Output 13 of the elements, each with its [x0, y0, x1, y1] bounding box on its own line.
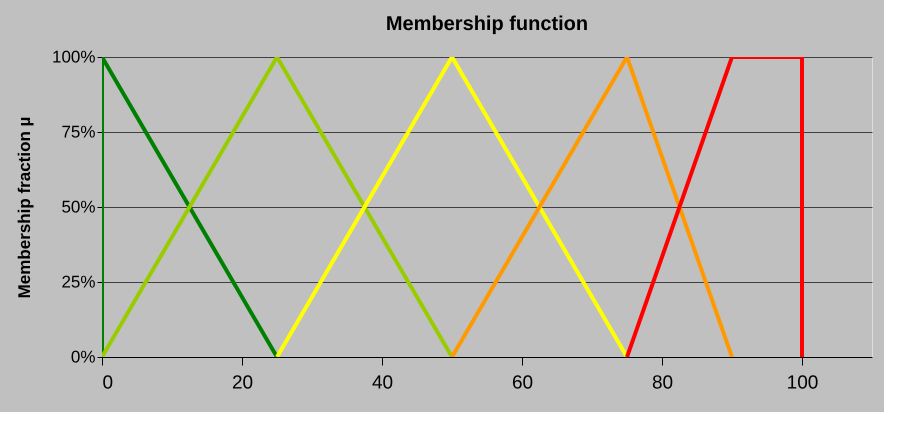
x-tick-label: 80 — [652, 372, 674, 394]
y-tick-label: 75% — [61, 122, 96, 142]
y-tick-label: 50% — [61, 198, 96, 216]
y-axis-title: Membership fraction µ — [15, 116, 34, 298]
x-tick-label: 100 — [786, 372, 818, 394]
y-tick-label: 0% — [70, 348, 96, 366]
y-tick-label: 100% — [52, 48, 96, 66]
y-tick-label: 25% — [61, 272, 96, 292]
chart-title: Membership function — [386, 13, 588, 35]
x-tick-label: 40 — [372, 372, 394, 394]
x-tick-label: 20 — [232, 372, 254, 394]
x-tick-label: 60 — [512, 372, 534, 394]
x-tick-label: 0 — [102, 372, 114, 394]
